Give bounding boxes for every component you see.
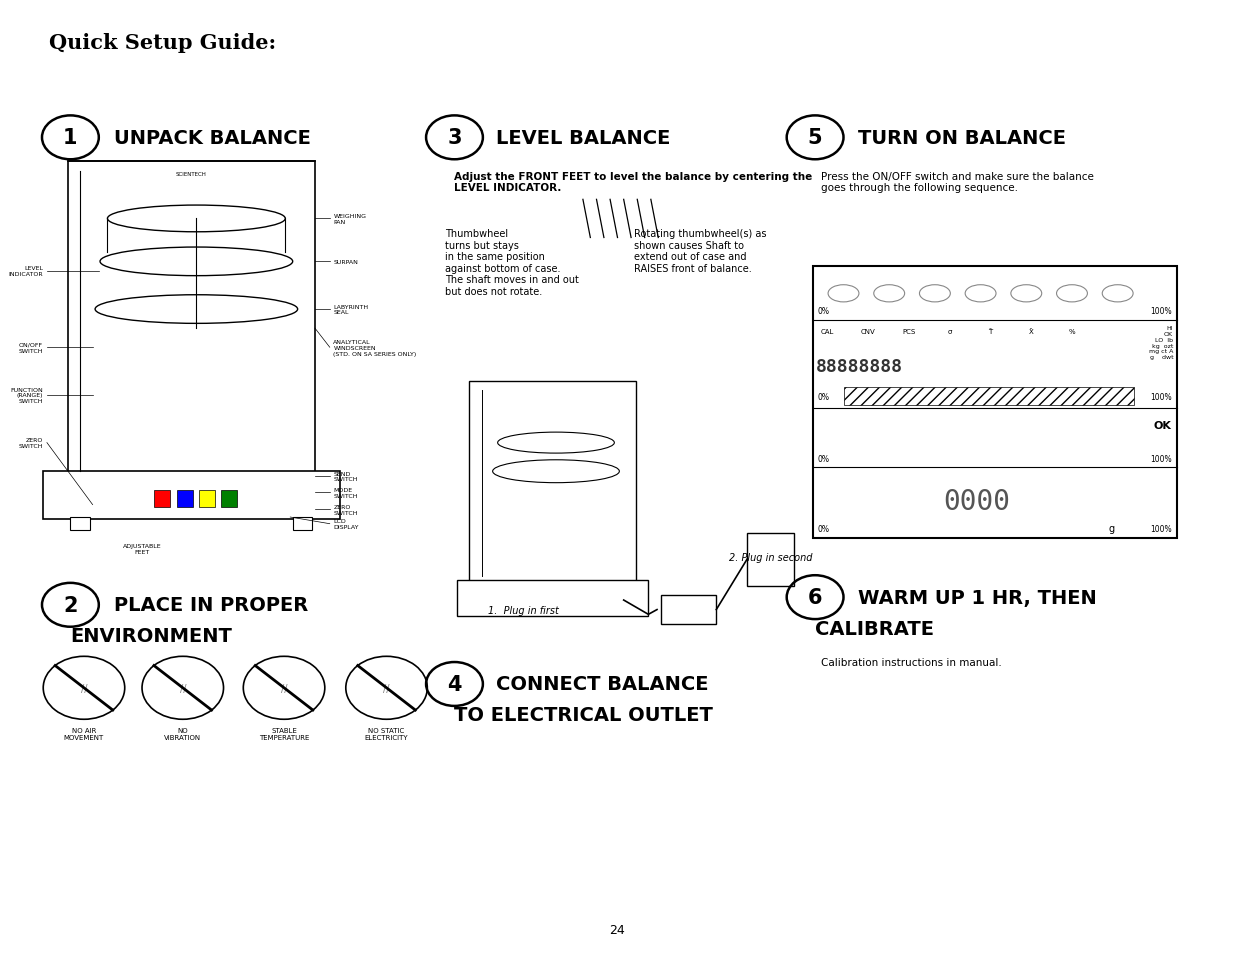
Text: Rotating thumbwheel(s) as
shown causes Shaft to
extend out of case and
RAISES fr: Rotating thumbwheel(s) as shown causes S… [634,229,766,274]
Text: CONNECT BALANCE: CONNECT BALANCE [496,675,709,694]
Text: 0%: 0% [818,392,830,401]
Text: 0%: 0% [818,454,830,463]
Bar [177,491,193,508]
Bar [457,580,648,617]
Text: ZERO
SWITCH: ZERO SWITCH [19,437,43,449]
Text: CAL: CAL [821,329,834,335]
Text: LCD
DISPLAY: LCD DISPLAY [333,518,359,530]
Bar [813,267,1177,538]
Text: ANALYTICAL
WINDSCREEN
(STD. ON SA SERIES ONLY): ANALYTICAL WINDSCREEN (STD. ON SA SERIES… [333,339,416,356]
Bar [469,381,636,586]
Text: WEIGHING
PAN: WEIGHING PAN [333,213,367,225]
Text: CNV: CNV [861,329,876,335]
Text: 0%: 0% [818,525,830,534]
Bar [70,517,90,531]
Text: //: // [280,683,288,693]
Bar [154,491,170,508]
Text: 24: 24 [610,923,625,936]
Bar [68,162,315,481]
Text: %: % [1068,329,1076,335]
Text: 2. Plug in second: 2. Plug in second [729,553,813,562]
Bar [199,491,215,508]
Text: SURPAN: SURPAN [333,259,358,265]
Text: ZERO
SWITCH: ZERO SWITCH [333,504,358,516]
Text: FUNCTION
(RANGE)
SWITCH: FUNCTION (RANGE) SWITCH [10,387,43,404]
Text: 3: 3 [447,129,462,148]
Text: NO
VIBRATION: NO VIBRATION [164,727,201,740]
Text: ADJUSTABLE
FEET: ADJUSTABLE FEET [122,543,162,554]
Text: 100%: 100% [1150,454,1172,463]
Text: 0000: 0000 [944,488,1010,516]
Text: ENVIRONMENT: ENVIRONMENT [70,626,232,645]
Text: 5: 5 [808,129,823,148]
Bar [43,472,340,519]
Text: UNPACK BALANCE: UNPACK BALANCE [114,129,310,148]
Bar [844,388,1134,405]
Text: MODE
SWITCH: MODE SWITCH [333,487,358,498]
Text: 1: 1 [63,129,78,148]
Text: NO STATIC
ELECTRICITY: NO STATIC ELECTRICITY [364,727,409,740]
Text: SCIENTECH: SCIENTECH [177,172,207,176]
Text: TURN ON BALANCE: TURN ON BALANCE [858,129,1066,148]
Text: PCS: PCS [903,329,915,335]
Text: //: // [383,683,390,693]
Text: g: g [1108,524,1114,534]
Text: Quick Setup Guide:: Quick Setup Guide: [49,33,277,53]
Text: LABYRINTH
SEAL: LABYRINTH SEAL [333,304,368,315]
Text: T̄: T̄ [988,329,993,335]
Text: OK: OK [1153,421,1171,431]
Text: 100%: 100% [1150,525,1172,534]
Text: Adjust the FRONT FEET to level the balance by centering the
LEVEL INDICATOR.: Adjust the FRONT FEET to level the balan… [454,172,813,193]
Text: NO AIR
MOVEMENT: NO AIR MOVEMENT [64,727,104,740]
Bar [747,534,794,586]
Text: //: // [80,683,88,693]
Text: 6: 6 [808,588,823,607]
Text: X̄: X̄ [1029,329,1034,335]
Text: //: // [179,683,186,693]
Text: 0%: 0% [818,307,830,315]
Text: TO ELECTRICAL OUTLET: TO ELECTRICAL OUTLET [454,705,714,724]
Text: 4: 4 [447,675,462,694]
Text: Press the ON/OFF switch and make sure the balance
goes through the following seq: Press the ON/OFF switch and make sure th… [821,172,1094,193]
Bar [221,491,237,508]
Text: HI
OK
LO  lb
kg  ozt
mg ct A
g    dwt: HI OK LO lb kg ozt mg ct A g dwt [1149,326,1173,360]
Text: WARM UP 1 HR, THEN: WARM UP 1 HR, THEN [858,588,1097,607]
Text: LEVEL
INDICATOR: LEVEL INDICATOR [9,266,43,277]
Text: 1.  Plug in first: 1. Plug in first [488,605,558,615]
Text: σ: σ [947,329,952,335]
Text: 2: 2 [63,596,78,615]
Text: 100%: 100% [1150,307,1172,315]
Text: CALIBRATE: CALIBRATE [815,619,934,639]
Text: Thumbwheel
turns but stays
in the same position
against bottom of case.
The shaf: Thumbwheel turns but stays in the same p… [445,229,578,296]
Text: ON/OFF
SWITCH: ON/OFF SWITCH [19,342,43,354]
Bar [661,596,716,624]
Text: Calibration instructions in manual.: Calibration instructions in manual. [821,658,1002,667]
Text: LEVEL BALANCE: LEVEL BALANCE [496,129,671,148]
Text: STABLE
TEMPERATURE: STABLE TEMPERATURE [259,727,309,740]
Text: PLACE IN PROPER: PLACE IN PROPER [114,596,308,615]
Bar [293,517,312,531]
Text: SEND
SWITCH: SEND SWITCH [333,471,358,482]
Text: 100%: 100% [1150,392,1172,401]
Text: 88888888: 88888888 [816,357,903,375]
